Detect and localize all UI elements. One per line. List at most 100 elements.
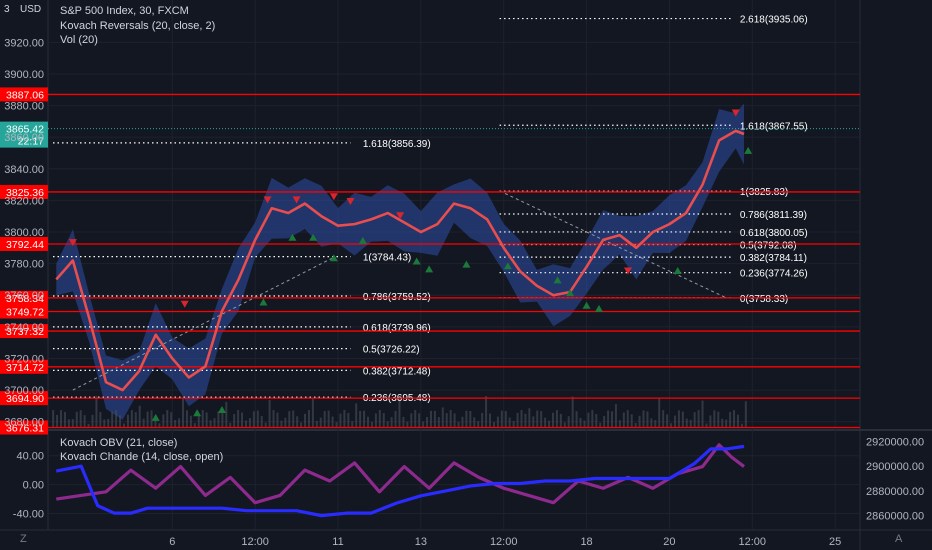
volume-bar <box>367 416 369 428</box>
volume-bar <box>469 410 472 428</box>
volume-bar <box>634 422 637 428</box>
volume-bar <box>429 410 432 428</box>
up-arrow-marker <box>259 298 268 306</box>
y-tick-label: 3760.00 <box>4 290 44 302</box>
volume-bar <box>103 419 106 428</box>
volume-bar <box>296 416 299 428</box>
volume-bar <box>414 410 417 428</box>
volume-bar <box>725 419 728 428</box>
volume-bar <box>382 413 385 428</box>
volume-bar <box>323 411 326 428</box>
volume-bar <box>83 415 86 428</box>
volume-bar <box>437 417 440 428</box>
volume-bar <box>327 410 330 428</box>
fib-right-label: 0.5(3792.08) <box>740 241 797 252</box>
volume-bar <box>607 410 610 428</box>
up-arrow-marker <box>288 233 297 241</box>
level-badge-label: 3714.72 <box>6 362 44 374</box>
volume-bar <box>130 410 133 428</box>
volume-bar <box>670 423 673 428</box>
volume-bar <box>465 410 468 428</box>
indicator-kovach-reversals[interactable]: Kovach Reversals (20, close, 2) <box>60 20 216 32</box>
volume-bar <box>528 408 531 428</box>
volume-bar <box>721 418 724 428</box>
volume-bar <box>292 410 295 428</box>
fib-left-label: 0.382(3712.48) <box>363 366 431 377</box>
symbol-title[interactable]: S&P 500 Index, 30, FXCM <box>60 5 189 17</box>
down-arrow-marker <box>329 193 338 201</box>
volume-bar <box>95 396 98 428</box>
down-arrow-marker <box>292 196 301 204</box>
volume-bar <box>138 405 141 428</box>
volume-bar <box>244 420 247 428</box>
volume-bar <box>709 415 712 428</box>
volume-bar <box>233 414 236 428</box>
volume-bar <box>622 412 625 428</box>
up-arrow-marker <box>151 413 160 421</box>
lower-right-tick-label: 2860000.00 <box>866 511 924 523</box>
volume-bar <box>209 420 212 428</box>
kovach-reversal-line <box>55 129 745 392</box>
auto-scale-button[interactable]: A <box>895 533 903 545</box>
x-tick-label: 6 <box>169 536 175 548</box>
volume-bar <box>481 413 484 428</box>
volume-bar <box>461 416 464 428</box>
level-badge <box>0 236 48 251</box>
y-tick-label: 3680.00 <box>4 417 44 429</box>
volume-bar <box>276 412 279 428</box>
volume-bar <box>658 398 661 428</box>
level-badge <box>0 420 48 435</box>
lower-left-tick-label: -40.00 <box>13 509 44 521</box>
volume-bar <box>532 416 535 428</box>
volume-bar <box>150 410 153 428</box>
fib-right-label: 1.618(3867.55) <box>740 121 808 132</box>
volume-bar <box>422 421 425 428</box>
volume-bar <box>63 411 66 428</box>
volume-bar <box>626 410 629 428</box>
volume-bar <box>189 415 192 428</box>
volume-bar <box>315 420 318 428</box>
volume-bar <box>398 396 401 428</box>
volume-bar <box>351 421 354 428</box>
volume-bar <box>445 413 448 428</box>
y-tick-label: 3740.00 <box>4 322 44 334</box>
volume-bar <box>355 403 358 428</box>
up-arrow-marker <box>193 409 202 417</box>
indicator-kovach-chande[interactable]: Kovach Chande (14, close, open) <box>60 451 224 463</box>
down-arrow-marker <box>396 212 405 220</box>
indicator-volume[interactable]: Vol (20) <box>60 34 98 46</box>
volume-bar <box>201 410 204 428</box>
y-tick-label: 3700.00 <box>4 385 44 397</box>
volume-bar <box>288 411 291 428</box>
volume-bar <box>252 411 255 428</box>
volume-bar <box>426 416 429 428</box>
price-series <box>55 129 745 392</box>
volume-bar <box>79 410 82 428</box>
x-tick-label: 12:00 <box>739 536 767 548</box>
up-arrow-marker <box>358 236 367 244</box>
volume-bar <box>99 412 102 428</box>
volume-bar <box>717 411 720 428</box>
volume-bar <box>115 410 118 428</box>
volume-bar <box>544 417 547 428</box>
volume-bar <box>563 422 566 428</box>
indicator-kovach-obv[interactable]: Kovach OBV (21, close) <box>60 437 178 449</box>
fib-right-label: 1(3825.83) <box>740 187 788 198</box>
down-arrow-marker <box>731 109 740 117</box>
volume-bar <box>335 422 338 428</box>
lower-right-tick-label: 2880000.00 <box>866 486 924 498</box>
volume-bar <box>56 414 59 428</box>
volume-bar <box>418 413 421 428</box>
volume-bar <box>311 398 314 428</box>
volume-bar <box>111 411 114 428</box>
volume-bar <box>603 415 606 428</box>
volume-bar <box>449 410 452 428</box>
volume-bar <box>587 412 590 428</box>
volume-bar <box>673 415 676 428</box>
timezone-button[interactable]: Z <box>20 533 27 545</box>
volume-bar <box>733 410 736 428</box>
level-badge-label: 3694.90 <box>6 393 44 405</box>
